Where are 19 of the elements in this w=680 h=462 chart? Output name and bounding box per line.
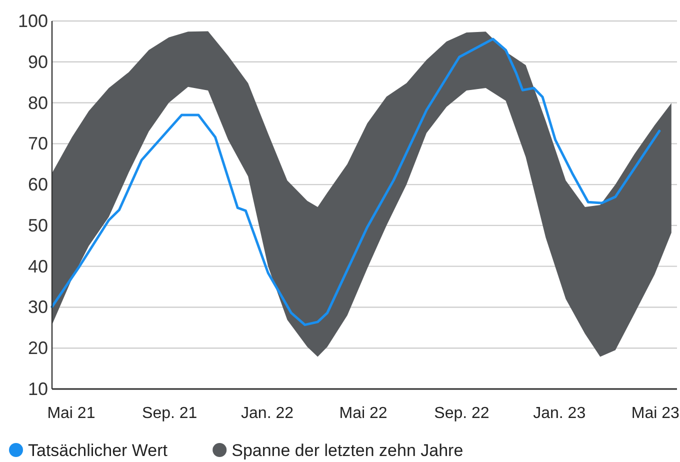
y-tick-label: 20 <box>28 338 48 358</box>
legend-label: Tatsächlicher Wert <box>28 441 168 460</box>
x-tick-label: Jan. 23 <box>533 405 586 422</box>
y-tick-label: 40 <box>28 256 48 276</box>
x-tick-label: Mai 23 <box>631 405 680 422</box>
x-tick-label: Mai 21 <box>47 405 96 422</box>
y-tick-label: 30 <box>28 297 48 318</box>
y-tick-label: 70 <box>28 134 48 154</box>
x-tick-label: Sep. 22 <box>434 405 490 422</box>
x-tick-label: Jan. 22 <box>241 405 294 422</box>
y-tick-label: 50 <box>28 215 48 236</box>
x-tick-label: Sep. 21 <box>142 405 198 422</box>
y-tick-label: 100 <box>18 11 48 31</box>
y-tick-label: 80 <box>28 92 48 113</box>
y-tick-label: 10 <box>28 379 48 399</box>
x-tick-label: Mai 22 <box>339 405 388 422</box>
y-tick-label: 90 <box>28 52 48 72</box>
y-tick-label: 60 <box>28 174 48 195</box>
legend-label: Spanne der letzten zehn Jahre <box>232 441 464 460</box>
